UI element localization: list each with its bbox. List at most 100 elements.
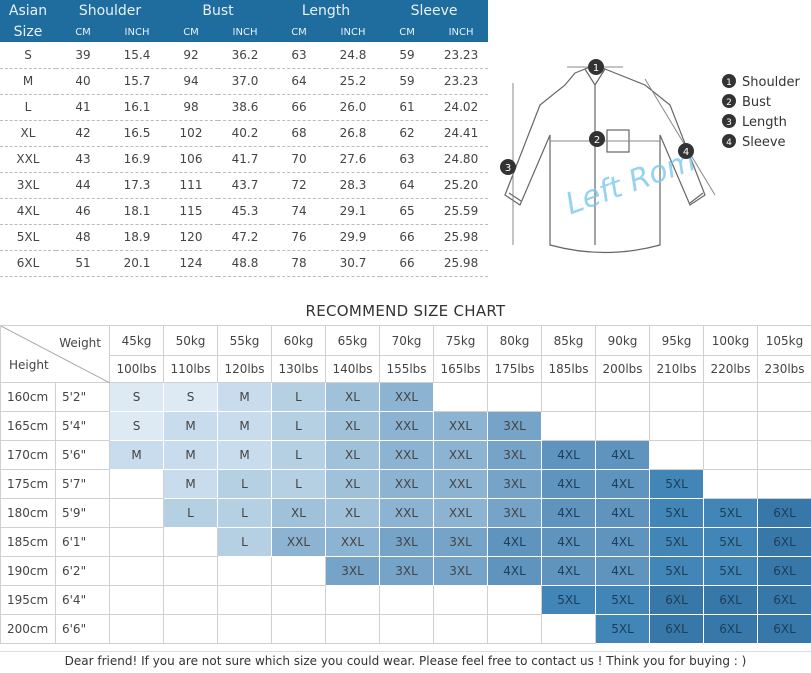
size-cell	[109, 614, 164, 644]
height-ft: 6'6"	[55, 614, 110, 644]
size-cell: L	[271, 382, 326, 412]
size-cell: M	[163, 440, 218, 470]
measure-cell: 72	[272, 172, 327, 199]
measure-cell: 29.1	[326, 198, 381, 225]
measure-cell: 16.1	[110, 94, 164, 121]
height-cm: 160cm	[0, 382, 56, 412]
measure-cell: 15.4	[110, 42, 164, 69]
height-cm: 190cm	[0, 556, 56, 586]
recommend-size-grid: Weight Height 45kg 50kg 55kg 60kg 65kg 70kg 75…	[0, 325, 811, 644]
measure-cell: 17.3	[110, 172, 164, 199]
measure-cell: 66	[380, 224, 435, 251]
height-cm: 175cm	[0, 469, 56, 499]
size-cell: 3XL	[379, 556, 434, 586]
shoulder-header: Shoulder	[56, 0, 164, 22]
size-cell: S	[109, 411, 164, 441]
weight-label: Weight	[59, 336, 101, 350]
size-cell: XXL	[379, 411, 434, 441]
height-cm: 180cm	[0, 498, 56, 528]
size-cell: 6XL	[757, 585, 811, 615]
measure-cell: 48.8	[218, 250, 273, 277]
size-cell: 6XL	[703, 585, 758, 615]
measure-cell: 111	[164, 172, 218, 199]
measure-cell: 25.2	[326, 68, 381, 95]
unit-inch: INCH	[434, 22, 489, 42]
weight-lbs-header: 200lbs	[595, 355, 650, 383]
measure-cell: 94	[164, 68, 218, 95]
table-row: 6XL 51 20.1 124 48.8 78 30.7 66 25.98	[0, 250, 489, 277]
size-cell: 4XL	[595, 469, 650, 499]
weight-lbs-header: 155lbs	[379, 355, 434, 383]
size-cell: XXL	[433, 498, 488, 528]
size-cell	[757, 411, 811, 441]
svg-text:1: 1	[726, 78, 732, 88]
size-cell	[325, 614, 380, 644]
measure-cell: 40	[56, 68, 110, 95]
size-cell	[703, 440, 758, 470]
size-cell: 5XL	[703, 527, 758, 557]
height-ft: 6'2"	[55, 556, 110, 586]
weight-kg-header: 70kg	[379, 325, 434, 356]
marker-3: 3	[505, 163, 511, 174]
measure-cell: 24.02	[434, 94, 489, 121]
weight-kg-header: 105kg	[757, 325, 811, 356]
measure-cell: 24.41	[434, 120, 489, 147]
size-cell: 5XL	[0, 224, 56, 251]
marker-4: 4	[683, 147, 689, 158]
size-cell: 6XL	[649, 585, 704, 615]
unit-inch: INCH	[326, 22, 381, 42]
measure-cell: 26.8	[326, 120, 381, 147]
unit-inch: INCH	[218, 22, 273, 42]
svg-text:2: 2	[726, 98, 732, 108]
measure-cell: 61	[380, 94, 435, 121]
measurement-table: Asian Shoulder Bust Length Sleeve Size C…	[0, 0, 489, 277]
size-cell: 4XL	[541, 556, 596, 586]
size-cell: 6XL	[757, 614, 811, 644]
size-cell: 3XL	[487, 469, 542, 499]
size-cell: 3XL	[487, 440, 542, 470]
weight-lbs-header: 120lbs	[217, 355, 272, 383]
size-cell	[595, 382, 650, 412]
weight-lbs-header: 100lbs	[109, 355, 164, 383]
measure-cell: 45.3	[218, 198, 273, 225]
measure-cell: 106	[164, 146, 218, 173]
measure-cell: 23.23	[434, 42, 489, 69]
size-cell: 4XL	[541, 440, 596, 470]
measure-cell: 26.0	[326, 94, 381, 121]
measure-cell: 66	[272, 94, 327, 121]
height-ft: 5'2"	[55, 382, 110, 412]
footer-note: Dear friend! If you are not sure which s…	[0, 651, 811, 668]
size-cell	[109, 556, 164, 586]
measure-cell: 24.8	[326, 42, 381, 69]
measure-cell: 38.6	[218, 94, 273, 121]
height-ft: 5'4"	[55, 411, 110, 441]
measure-cell: 68	[272, 120, 327, 147]
weight-kg-header: 55kg	[217, 325, 272, 356]
size-cell: XL	[325, 469, 380, 499]
height-cm: 170cm	[0, 440, 56, 470]
measure-cell: 124	[164, 250, 218, 277]
size-cell: 5XL	[541, 585, 596, 615]
size-cell: XXL	[0, 146, 56, 173]
measure-cell: 63	[272, 42, 327, 69]
weight-lbs-header: 165lbs	[433, 355, 488, 383]
size-cell: 5XL	[595, 585, 650, 615]
size-cell: XL	[271, 498, 326, 528]
unit-cm: CM	[164, 22, 218, 42]
height-cm: 195cm	[0, 585, 56, 615]
size-cell: XXL	[271, 527, 326, 557]
height-cm: 200cm	[0, 614, 56, 644]
size-cell: XXL	[433, 411, 488, 441]
weight-lbs-header: 130lbs	[271, 355, 326, 383]
measure-cell: 41.7	[218, 146, 273, 173]
size-cell: 3XL	[487, 498, 542, 528]
table-row: 4XL 46 18.1 115 45.3 74 29.1 65 25.59	[0, 198, 489, 225]
measure-cell: 27.6	[326, 146, 381, 173]
weight-kg-header: 85kg	[541, 325, 596, 356]
grid-row: 170cm 5'6" M M M L XL XXL XXL 3XL 4XL 4XL	[0, 440, 811, 470]
size-cell: 5XL	[649, 498, 704, 528]
table-row: S 39 15.4 92 36.2 63 24.8 59 23.23	[0, 42, 489, 69]
weight-kg-header: 45kg	[109, 325, 164, 356]
size-cell: 5XL	[649, 527, 704, 557]
size-cell: 3XL	[487, 411, 542, 441]
